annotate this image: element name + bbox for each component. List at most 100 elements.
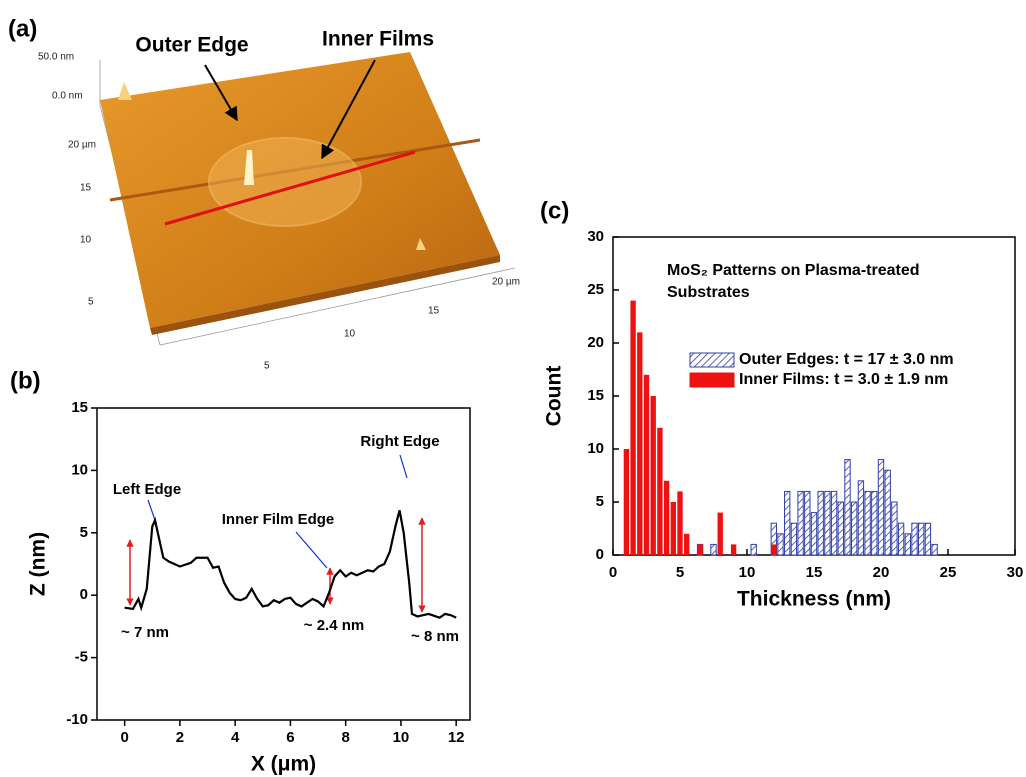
y-tick-label: 25	[587, 281, 604, 298]
x-label: 5	[264, 361, 270, 372]
bar	[684, 533, 690, 555]
bar	[817, 490, 824, 556]
y-tick-label: 15	[587, 387, 604, 404]
x-tick-label: 4	[231, 729, 240, 746]
bar	[924, 522, 932, 556]
bar	[837, 501, 844, 556]
y-axis-title: Z (nm)	[27, 532, 50, 596]
y-tick-label: -5	[75, 649, 88, 666]
bar	[871, 490, 878, 556]
z-label: 0.0 nm	[52, 91, 83, 102]
bar	[790, 522, 798, 556]
bar	[710, 543, 717, 556]
afm-image	[99, 52, 516, 346]
x-tick-label: 15	[806, 564, 823, 581]
x-label: 20 µm	[492, 277, 520, 288]
x-tick-label: 25	[940, 564, 957, 581]
bar	[884, 469, 891, 556]
bar	[663, 480, 670, 555]
z-label: 50.0 nm	[38, 52, 74, 63]
bar	[623, 449, 630, 555]
bar	[730, 544, 737, 555]
y-tick-label: 30	[587, 228, 604, 245]
y-tick-label: -10	[66, 711, 88, 728]
legend-label: Inner Films: t = 3.0 ± 1.9 nm	[739, 371, 948, 388]
y-tick-label: 5	[80, 524, 88, 541]
bar	[657, 427, 663, 555]
x-tick-label: 5	[676, 564, 684, 581]
bar	[697, 544, 703, 555]
bar	[643, 374, 650, 555]
y-tick-label: 15	[71, 399, 88, 416]
x-tick-label: 6	[286, 729, 294, 746]
x-tick-label: 10	[393, 729, 410, 746]
bar	[864, 490, 871, 556]
x-tick-label: 2	[176, 729, 184, 746]
annotation: Left Edge	[113, 481, 181, 498]
bar	[857, 480, 865, 556]
bar	[771, 544, 777, 555]
y-tick-label: 10	[587, 440, 604, 457]
bar	[777, 533, 784, 556]
bar	[637, 332, 643, 555]
legend-label: Outer Edges: t = 17 ± 3.0 nm	[739, 351, 954, 368]
y-label: 15	[80, 183, 92, 194]
bar	[797, 490, 804, 556]
x-tick-label: 8	[341, 729, 349, 746]
bar	[630, 300, 636, 555]
y-tick-label: 5	[596, 493, 604, 510]
bar	[844, 459, 851, 556]
y-label: 20 µm	[68, 140, 96, 151]
annotation: MoS₂ Patterns on Plasma-treated	[667, 262, 920, 279]
annotation: Substrates	[667, 284, 750, 301]
callout: Inner Films	[322, 28, 434, 51]
bar	[851, 501, 858, 556]
y-label: 5	[88, 297, 94, 308]
y-tick-label: 0	[80, 586, 88, 603]
bar	[931, 543, 938, 556]
bar	[824, 490, 831, 556]
panel-label: (c)	[540, 197, 569, 224]
annotation: ~ 7 nm	[121, 624, 169, 641]
x-axis-title: X (μm)	[251, 753, 316, 776]
x-tick-label: 12	[448, 729, 465, 746]
line	[124, 510, 457, 619]
y-tick-label: 10	[71, 461, 88, 478]
bar	[677, 491, 683, 555]
callout: Outer Edge	[135, 34, 248, 57]
y-tick-label: 20	[587, 334, 604, 351]
x-label: 15	[428, 306, 440, 317]
bar	[717, 512, 723, 555]
bar	[830, 490, 838, 556]
bar	[784, 490, 791, 556]
bar	[804, 490, 811, 556]
annotation: Right Edge	[360, 433, 439, 450]
y-tick-label: 0	[596, 546, 604, 563]
y-label: 10	[80, 235, 92, 246]
bar	[650, 396, 656, 555]
bar	[877, 459, 885, 556]
x-tick-label: 10	[739, 564, 756, 581]
legend-swatch	[689, 372, 735, 388]
bar	[911, 522, 918, 556]
x-tick-label: 30	[1007, 564, 1024, 581]
bar	[897, 522, 905, 556]
x-label: 10	[344, 329, 356, 340]
bar	[750, 543, 757, 556]
plot-frame	[96, 407, 471, 721]
panel-label: (b)	[10, 367, 41, 394]
panel-label: (a)	[8, 15, 37, 42]
x-axis-title: Thickness (nm)	[737, 588, 891, 611]
x-tick-label: 20	[873, 564, 890, 581]
y-axis-title: Count	[543, 366, 566, 427]
annotation: Inner Film Edge	[222, 511, 335, 528]
x-tick-label: 0	[120, 729, 128, 746]
annotation-arrows	[126, 454, 426, 613]
bar	[918, 522, 925, 556]
bar	[670, 502, 676, 555]
bar	[810, 512, 818, 556]
bar	[904, 533, 911, 556]
x-tick-label: 0	[609, 564, 617, 581]
